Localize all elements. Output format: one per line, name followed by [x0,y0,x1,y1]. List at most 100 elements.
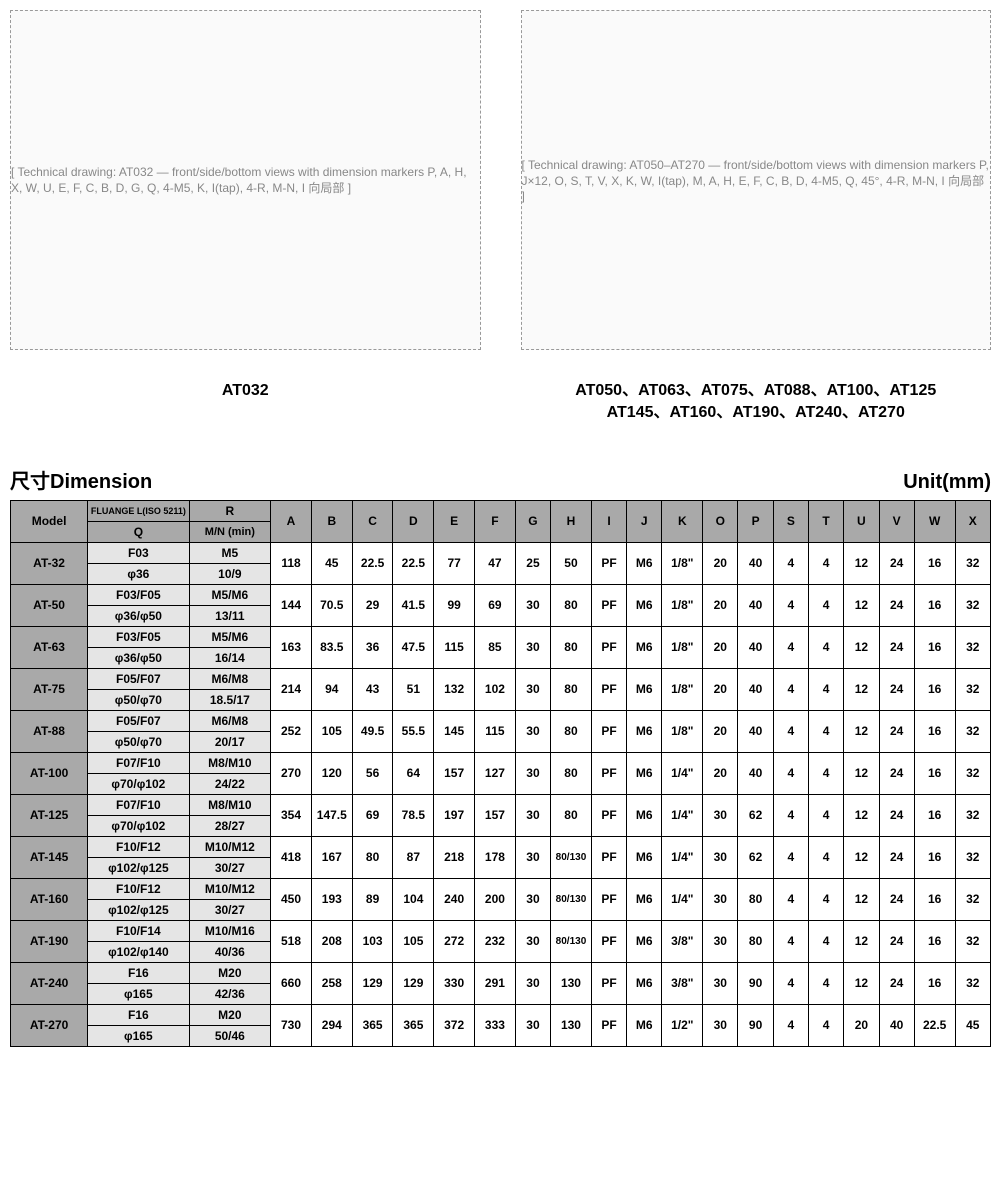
value-cell: 12 [844,668,879,710]
fluange-cell: F10/F12 [88,878,189,899]
value-cell: 294 [311,1004,352,1046]
value-cell: 32 [955,542,990,584]
value-cell: 16 [914,710,955,752]
value-cell: 130 [551,1004,592,1046]
value-cell: 16 [914,668,955,710]
value-cell: 12 [844,626,879,668]
value-cell: 145 [434,710,475,752]
r-cell: M5/M6 [189,584,271,605]
value-cell: 30 [515,794,550,836]
q-cell: φ36 [88,563,189,584]
value-cell: 20 [844,1004,879,1046]
model-cell: AT-125 [11,794,88,836]
value-cell: 24 [879,626,914,668]
value-cell: 30 [703,878,738,920]
value-cell: 4 [808,836,843,878]
diagram-at050-at270-placeholder: [ Technical drawing: AT050–AT270 — front… [521,10,992,350]
mn-cell: 16/14 [189,647,271,668]
value-cell: 40 [738,752,773,794]
value-cell: 1/4" [662,752,703,794]
value-cell: 4 [808,878,843,920]
value-cell: 167 [311,836,352,878]
value-cell: 69 [352,794,393,836]
mn-cell: 40/36 [189,941,271,962]
th-fluange: FLUANGE L(ISO 5211) [88,500,189,521]
model-cell: AT-240 [11,962,88,1004]
value-cell: PF [591,710,626,752]
value-cell: 30 [515,752,550,794]
value-cell: 4 [773,710,808,752]
value-cell: 32 [955,710,990,752]
value-cell: M6 [627,794,662,836]
th-g: G [515,500,550,542]
value-cell: 4 [773,668,808,710]
value-cell: 16 [914,752,955,794]
value-cell: 272 [434,920,475,962]
value-cell: 24 [879,794,914,836]
value-cell: M6 [627,752,662,794]
value-cell: 32 [955,920,990,962]
value-cell: 99 [434,584,475,626]
th-d: D [393,500,434,542]
value-cell: 40 [738,626,773,668]
value-cell: 70.5 [311,584,352,626]
value-cell: 80 [352,836,393,878]
value-cell: 144 [271,584,312,626]
value-cell: 30 [703,962,738,1004]
r-cell: M6/M8 [189,710,271,731]
value-cell: 32 [955,752,990,794]
mn-cell: 10/9 [189,563,271,584]
model-cell: AT-270 [11,1004,88,1046]
th-x: X [955,500,990,542]
value-cell: 85 [475,626,516,668]
th-v: V [879,500,914,542]
value-cell: 24 [879,668,914,710]
value-cell: 4 [773,878,808,920]
value-cell: PF [591,878,626,920]
value-cell: 62 [738,794,773,836]
value-cell: 40 [738,710,773,752]
value-cell: M6 [627,836,662,878]
value-cell: 129 [352,962,393,1004]
value-cell: 4 [773,962,808,1004]
value-cell: 193 [311,878,352,920]
diagrams-row: [ Technical drawing: AT032 — front/side/… [10,10,991,425]
value-cell: 40 [738,668,773,710]
value-cell: 365 [352,1004,393,1046]
value-cell: 372 [434,1004,475,1046]
table-head: Model FLUANGE L(ISO 5211) R A B C D E F … [11,500,991,542]
value-cell: 80 [551,668,592,710]
r-cell: M10/M12 [189,836,271,857]
value-cell: 157 [475,794,516,836]
th-f: F [475,500,516,542]
value-cell: 4 [773,920,808,962]
value-cell: 3/8" [662,920,703,962]
fluange-cell: F10/F12 [88,836,189,857]
value-cell: 660 [271,962,312,1004]
value-cell: 16 [914,836,955,878]
value-cell: 32 [955,584,990,626]
r-cell: M20 [189,1004,271,1025]
value-cell: 12 [844,794,879,836]
value-cell: 45 [955,1004,990,1046]
q-cell: φ102/φ125 [88,857,189,878]
value-cell: 4 [773,584,808,626]
th-a: A [271,500,312,542]
value-cell: PF [591,626,626,668]
value-cell: 40 [879,1004,914,1046]
value-cell: 30 [515,878,550,920]
value-cell: 16 [914,794,955,836]
value-cell: 32 [955,878,990,920]
value-cell: 20 [703,626,738,668]
value-cell: 20 [703,710,738,752]
value-cell: 32 [955,668,990,710]
value-cell: 208 [311,920,352,962]
value-cell: PF [591,836,626,878]
value-cell: 4 [808,542,843,584]
value-cell: 252 [271,710,312,752]
value-cell: 12 [844,584,879,626]
value-cell: 16 [914,962,955,1004]
value-cell: 69 [475,584,516,626]
th-t: T [808,500,843,542]
mn-cell: 30/27 [189,899,271,920]
